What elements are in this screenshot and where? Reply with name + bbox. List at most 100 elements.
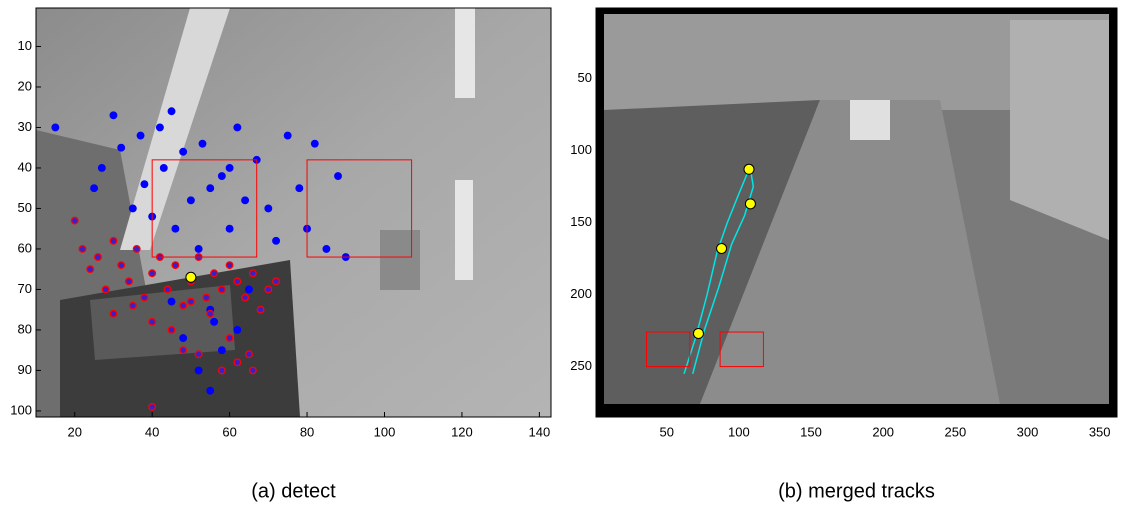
point xyxy=(246,351,253,358)
point xyxy=(311,140,318,147)
point xyxy=(188,298,195,305)
point xyxy=(133,246,140,253)
point xyxy=(126,278,133,285)
x-tick-label: 150 xyxy=(800,424,822,439)
point xyxy=(273,238,280,245)
point xyxy=(234,124,241,131)
point xyxy=(71,217,78,224)
point xyxy=(242,197,249,204)
figure: 20406080100120140102030405060708090100(a… xyxy=(0,0,1122,515)
point xyxy=(284,132,291,139)
point xyxy=(226,225,233,232)
point xyxy=(118,262,125,269)
point xyxy=(130,205,137,212)
point xyxy=(172,225,179,232)
point xyxy=(257,306,264,313)
point xyxy=(180,335,187,342)
photo-left xyxy=(36,8,551,417)
point xyxy=(219,286,226,293)
point xyxy=(250,270,257,277)
x-tick-label: 120 xyxy=(451,424,473,439)
y-tick-label: 100 xyxy=(10,402,32,417)
x-tick-label: 40 xyxy=(145,424,159,439)
point xyxy=(219,173,226,180)
point xyxy=(203,294,210,301)
point xyxy=(110,310,117,317)
point xyxy=(118,144,125,151)
point xyxy=(87,266,94,273)
point xyxy=(168,327,175,334)
point xyxy=(141,294,148,301)
x-tick-label: 250 xyxy=(945,424,967,439)
y-tick-label: 90 xyxy=(18,362,32,377)
point xyxy=(207,185,214,192)
x-tick-label: 350 xyxy=(1089,424,1111,439)
point xyxy=(180,347,187,354)
x-tick-label: 50 xyxy=(659,424,673,439)
point xyxy=(226,335,233,342)
point xyxy=(207,387,214,394)
point xyxy=(180,302,187,309)
point xyxy=(99,165,106,172)
point xyxy=(137,132,144,139)
y-tick-label: 20 xyxy=(18,78,32,93)
y-tick-label: 10 xyxy=(18,38,32,53)
point xyxy=(323,246,330,253)
x-tick-label: 140 xyxy=(529,424,551,439)
y-tick-label: 200 xyxy=(570,286,592,301)
x-tick-label: 300 xyxy=(1017,424,1039,439)
point xyxy=(168,108,175,115)
y-tick-label: 250 xyxy=(570,358,592,373)
point xyxy=(168,298,175,305)
point xyxy=(195,246,202,253)
point xyxy=(335,173,342,180)
point xyxy=(273,278,280,285)
point xyxy=(199,140,206,147)
point xyxy=(250,367,257,374)
point xyxy=(102,286,109,293)
point xyxy=(186,272,196,282)
point xyxy=(157,124,164,131)
y-tick-label: 60 xyxy=(18,240,32,255)
point xyxy=(717,244,727,254)
x-tick-label: 80 xyxy=(300,424,314,439)
x-tick-label: 20 xyxy=(67,424,81,439)
point xyxy=(195,367,202,374)
point xyxy=(188,197,195,204)
y-tick-label: 30 xyxy=(18,119,32,134)
point xyxy=(211,319,218,326)
point xyxy=(180,148,187,155)
y-tick-label: 70 xyxy=(18,281,32,296)
point xyxy=(693,328,703,338)
point xyxy=(219,367,226,374)
point xyxy=(234,327,241,334)
point xyxy=(110,112,117,119)
point xyxy=(265,205,272,212)
point xyxy=(79,246,86,253)
point xyxy=(226,165,233,172)
y-tick-label: 50 xyxy=(18,200,32,215)
point xyxy=(744,164,754,174)
point xyxy=(164,286,171,293)
point xyxy=(296,185,303,192)
y-tick-label: 50 xyxy=(578,70,592,85)
x-tick-label: 200 xyxy=(872,424,894,439)
photo-right xyxy=(596,8,1117,417)
point xyxy=(195,351,202,358)
x-tick-label: 60 xyxy=(222,424,236,439)
point xyxy=(745,199,755,209)
caption: (b) merged tracks xyxy=(778,480,935,502)
point xyxy=(242,294,249,301)
point xyxy=(246,286,253,293)
point xyxy=(234,278,241,285)
x-tick-label: 100 xyxy=(374,424,396,439)
y-tick-label: 100 xyxy=(570,142,592,157)
point xyxy=(226,262,233,269)
point xyxy=(149,270,156,277)
point xyxy=(219,347,226,354)
point xyxy=(211,270,218,277)
y-tick-label: 40 xyxy=(18,159,32,174)
point xyxy=(149,404,156,411)
x-tick-label: 100 xyxy=(728,424,750,439)
point xyxy=(95,254,102,261)
